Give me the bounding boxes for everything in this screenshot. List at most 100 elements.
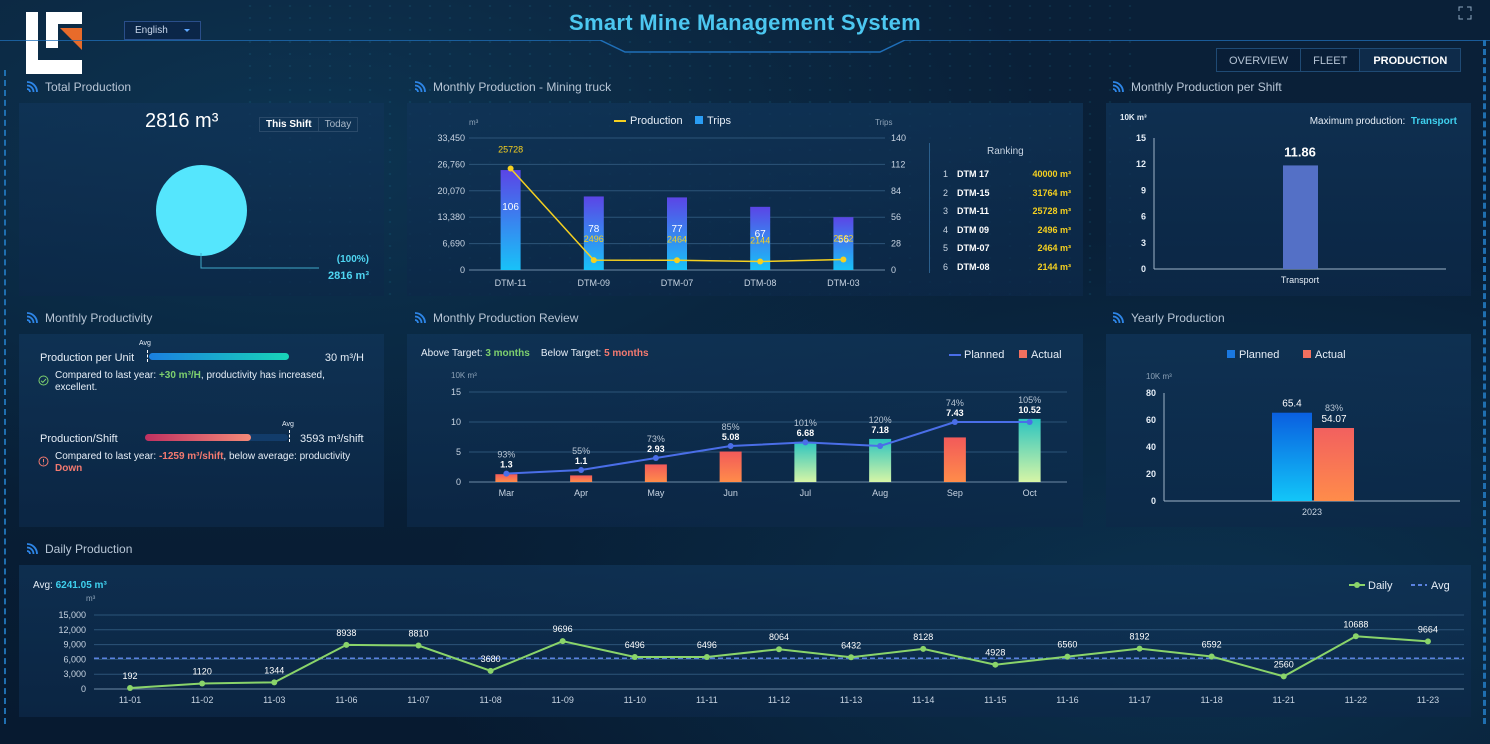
daily-label: 6592 [1202, 639, 1222, 649]
legend-daily-marker [1354, 582, 1360, 588]
y-tick-right: 56 [891, 212, 901, 222]
actual-label: 2.93 [647, 444, 665, 454]
y-tick: 9 [1141, 185, 1146, 195]
actual-label: 7.18 [871, 425, 889, 435]
daily-point [1064, 653, 1071, 660]
ranking-row: 6 DTM-08 2144 m³ [943, 258, 1071, 277]
ranking-value: 2144 m³ [1037, 261, 1071, 272]
percent-label: 55% [572, 446, 590, 456]
note-text: Compared to last year: [55, 451, 159, 462]
production-point [590, 257, 597, 264]
x-tick: 11-09 [552, 695, 574, 705]
truck-chart: Production Trips m³ Trips 0 0 6,690 28 13,380 5… [437, 115, 906, 288]
planned-point [802, 439, 809, 446]
actual-bar [1314, 428, 1354, 501]
tab-fleet[interactable]: FLEET [1301, 49, 1361, 71]
daily-point [1208, 653, 1215, 660]
x-tick: 11-21 [1273, 695, 1295, 705]
above-label: Above Target: [421, 348, 483, 359]
x-tick: Aug [872, 488, 888, 498]
daily-label: 3680 [481, 654, 501, 664]
ranking-value: 2464 m³ [1037, 243, 1071, 254]
production-shift-label: Production/Shift [40, 433, 118, 445]
daily-line [129, 635, 1429, 690]
legend-actual-label: Actual [1315, 349, 1346, 361]
daily-label: 2560 [1274, 659, 1294, 669]
note-status: Down [55, 463, 83, 474]
unit-progress-fill [149, 353, 289, 360]
x-tick: 11-18 [1200, 695, 1222, 705]
actual-bar [644, 464, 667, 482]
x-tick: Transport [1281, 275, 1320, 285]
tab-overview[interactable]: OVERVIEW [1217, 49, 1302, 71]
shift-progress-fill [145, 434, 251, 441]
y-tick: 60 [1146, 415, 1156, 425]
y-tick-right: 28 [891, 239, 901, 249]
frame-edge-left [4, 70, 6, 724]
actual-bar [869, 438, 892, 482]
fullscreen-icon[interactable] [1458, 6, 1472, 20]
y-tick-left: 13,380 [437, 212, 465, 222]
planned-point [727, 443, 734, 449]
y-axis-label: 10K m³ [1146, 372, 1172, 381]
chevron-down-icon [184, 29, 190, 32]
section-title-text: Daily Production [45, 542, 133, 556]
panel-monthly-truck: Production Trips m³ Trips 0 0 6,690 28 13,380 5… [407, 103, 1083, 296]
y-tick: 0 [456, 477, 461, 487]
ranking-row: 1 DTM 17 40000 m³ [943, 165, 1071, 184]
x-tick: 11-06 [335, 695, 357, 705]
legend-planned-label: Planned [1239, 349, 1279, 361]
daily-avg-label: Avg: [33, 580, 53, 591]
row1-note: Compared to last year: +30 m³/H, product… [55, 370, 355, 394]
daily-point [1136, 645, 1143, 652]
y-tick: 15 [451, 387, 461, 397]
review-chart: Planned Actual 10K m³0510151.393%Mar1.15… [451, 349, 1067, 498]
section-title-text: Monthly Production per Shift [1131, 80, 1282, 94]
daily-label: 9664 [1418, 624, 1438, 634]
y-tick: 80 [1146, 388, 1156, 398]
x-tick: DTM-07 [661, 278, 694, 288]
signal-icon [1112, 312, 1124, 324]
percent-label: 101% [794, 418, 817, 428]
y-tick-right: 112 [891, 159, 905, 169]
ranking-truck: DTM-15 [957, 187, 990, 198]
percent-label: 83% [1325, 403, 1343, 413]
max-production: Maximum production: Transport [1310, 116, 1457, 127]
daily-point [776, 646, 782, 653]
x-tick: 11-12 [768, 695, 790, 705]
toggle-this-shift[interactable]: This Shift [260, 118, 319, 131]
daily-point [631, 653, 638, 660]
below-value: 5 months [604, 348, 649, 359]
actual-bar [1018, 418, 1041, 482]
trips-bar [667, 197, 687, 270]
y-tick: 6,000 [63, 654, 86, 664]
unit-progress-track [149, 353, 289, 360]
production-point [757, 258, 764, 265]
daily-point [559, 638, 566, 645]
ranking-value: 2496 m³ [1037, 224, 1071, 235]
x-tick: 11-16 [1056, 695, 1078, 705]
daily-point [127, 685, 134, 692]
tab-production[interactable]: PRODUCTION [1360, 49, 1461, 71]
daily-avg: Avg: 6241.05 m³ [33, 580, 107, 591]
percent-label: 74% [946, 398, 964, 408]
production-point [674, 257, 680, 264]
y-tick-left: 0 [460, 265, 465, 275]
daily-label: 8810 [408, 629, 428, 639]
section-title-text: Yearly Production [1131, 311, 1225, 325]
x-tick: 2023 [1302, 507, 1322, 517]
daily-label: 9696 [553, 624, 573, 634]
trips-bar [500, 170, 521, 270]
production-label: 25728 [498, 144, 523, 154]
actual-bar [943, 437, 966, 482]
note-value: -1259 m³/shift [158, 451, 224, 462]
y-tick: 10 [451, 417, 461, 427]
x-tick: 11-22 [1345, 695, 1367, 705]
production-per-unit-value: 30 m³/H [324, 352, 364, 364]
daily-point [415, 642, 422, 649]
note-text: , productivity has increased, excellent. [55, 370, 325, 393]
toggle-today[interactable]: Today [324, 119, 352, 130]
max-production-value: Transport [1410, 116, 1457, 127]
section-title-text: Monthly Production Review [433, 311, 579, 325]
daily-point [487, 667, 494, 674]
